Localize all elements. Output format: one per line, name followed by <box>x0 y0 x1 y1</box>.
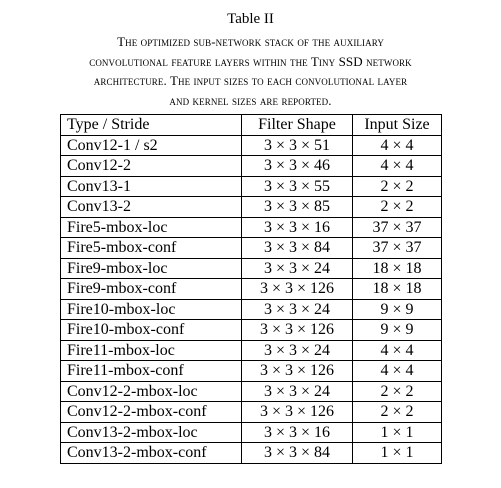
cell-input-size: 2 × 2 <box>353 402 442 423</box>
cell-input-size: 37 × 37 <box>353 238 442 259</box>
table-body: Conv12-1 / s2 3 × 3 × 51 4 × 4 Conv12-2 3 × … <box>61 135 442 463</box>
cell-type-stride: Fire11-mbox-conf <box>61 361 242 382</box>
cell-filter-shape: 3 × 3 × 24 <box>242 299 353 320</box>
cell-filter-shape: 3 × 3 × 55 <box>242 176 353 197</box>
cell-type-stride: Fire10-mbox-loc <box>61 299 242 320</box>
cell-input-size: 2 × 2 <box>353 197 442 218</box>
cell-input-size: 1 × 1 <box>353 443 442 464</box>
cell-input-size: 4 × 4 <box>353 361 442 382</box>
cell-filter-shape: 3 × 3 × 24 <box>242 258 353 279</box>
cell-type-stride: Fire5-mbox-loc <box>61 217 242 238</box>
table-caption: The optimized sub-network stack of the a… <box>8 32 493 110</box>
cell-input-size: 4 × 4 <box>353 156 442 177</box>
table-row: Conv13-1 3 × 3 × 55 2 × 2 <box>61 176 442 197</box>
cell-type-stride: Fire10-mbox-conf <box>61 320 242 341</box>
header-row: Type / Stride Filter Shape Input Size <box>61 115 442 136</box>
header-input-size: Input Size <box>353 115 442 136</box>
header-type-stride: Type / Stride <box>61 115 242 136</box>
cell-filter-shape: 3 × 3 × 126 <box>242 402 353 423</box>
cell-type-stride: Conv12-2-mbox-loc <box>61 381 242 402</box>
cell-filter-shape: 3 × 3 × 85 <box>242 197 353 218</box>
table-row: Fire9-mbox-conf 3 × 3 × 126 18 × 18 <box>61 279 442 300</box>
cell-filter-shape: 3 × 3 × 84 <box>242 238 353 259</box>
table-row: Fire9-mbox-loc 3 × 3 × 24 18 × 18 <box>61 258 442 279</box>
cell-filter-shape: 3 × 3 × 24 <box>242 340 353 361</box>
cell-type-stride: Conv12-2 <box>61 156 242 177</box>
cell-type-stride: Fire5-mbox-conf <box>61 238 242 259</box>
cell-input-size: 9 × 9 <box>353 299 442 320</box>
cell-input-size: 2 × 2 <box>353 381 442 402</box>
cell-input-size: 18 × 18 <box>353 279 442 300</box>
table-row: Conv13-2-mbox-loc 3 × 3 × 16 1 × 1 <box>61 422 442 443</box>
cell-type-stride: Fire11-mbox-loc <box>61 340 242 361</box>
cell-filter-shape: 3 × 3 × 16 <box>242 422 353 443</box>
cell-type-stride: Conv12-1 / s2 <box>61 135 242 156</box>
header-filter-shape: Filter Shape <box>242 115 353 136</box>
table-row: Conv12-2-mbox-loc 3 × 3 × 24 2 × 2 <box>61 381 442 402</box>
cell-input-size: 1 × 1 <box>353 422 442 443</box>
table-row: Conv12-2-mbox-conf 3 × 3 × 126 2 × 2 <box>61 402 442 423</box>
table-row: Conv12-1 / s2 3 × 3 × 51 4 × 4 <box>61 135 442 156</box>
caption-line-4: and kernel sizes are reported. <box>8 91 493 111</box>
cell-input-size: 37 × 37 <box>353 217 442 238</box>
caption-line-3: architecture. The input sizes to each co… <box>8 71 493 91</box>
cell-type-stride: Conv12-2-mbox-conf <box>61 402 242 423</box>
caption-line-2: convolutional feature layers within the … <box>8 52 493 72</box>
cell-filter-shape: 3 × 3 × 46 <box>242 156 353 177</box>
table-title: Table II <box>0 10 501 28</box>
table-row: Fire5-mbox-conf 3 × 3 × 84 37 × 37 <box>61 238 442 259</box>
table-header: Type / Stride Filter Shape Input Size <box>61 115 442 136</box>
cell-filter-shape: 3 × 3 × 126 <box>242 279 353 300</box>
cell-type-stride: Conv13-2 <box>61 197 242 218</box>
cell-type-stride: Fire9-mbox-conf <box>61 279 242 300</box>
cell-input-size: 9 × 9 <box>353 320 442 341</box>
table-row: Conv12-2 3 × 3 × 46 4 × 4 <box>61 156 442 177</box>
cell-type-stride: Conv13-2-mbox-loc <box>61 422 242 443</box>
cell-filter-shape: 3 × 3 × 126 <box>242 320 353 341</box>
cell-type-stride: Conv13-2-mbox-conf <box>61 443 242 464</box>
caption-line-1: The optimized sub-network stack of the a… <box>8 32 493 52</box>
cell-input-size: 18 × 18 <box>353 258 442 279</box>
cell-filter-shape: 3 × 3 × 24 <box>242 381 353 402</box>
cell-input-size: 4 × 4 <box>353 340 442 361</box>
cell-input-size: 2 × 2 <box>353 176 442 197</box>
cell-input-size: 4 × 4 <box>353 135 442 156</box>
table-row: Fire10-mbox-conf 3 × 3 × 126 9 × 9 <box>61 320 442 341</box>
table-row: Fire11-mbox-conf 3 × 3 × 126 4 × 4 <box>61 361 442 382</box>
cell-filter-shape: 3 × 3 × 51 <box>242 135 353 156</box>
cell-filter-shape: 3 × 3 × 84 <box>242 443 353 464</box>
cell-filter-shape: 3 × 3 × 16 <box>242 217 353 238</box>
table-row: Fire5-mbox-loc 3 × 3 × 16 37 × 37 <box>61 217 442 238</box>
layer-table: Type / Stride Filter Shape Input Size Co… <box>60 114 442 464</box>
table-row: Fire10-mbox-loc 3 × 3 × 24 9 × 9 <box>61 299 442 320</box>
cell-filter-shape: 3 × 3 × 126 <box>242 361 353 382</box>
cell-type-stride: Conv13-1 <box>61 176 242 197</box>
table-row: Fire11-mbox-loc 3 × 3 × 24 4 × 4 <box>61 340 442 361</box>
cell-type-stride: Fire9-mbox-loc <box>61 258 242 279</box>
table-row: Conv13-2-mbox-conf 3 × 3 × 84 1 × 1 <box>61 443 442 464</box>
table-row: Conv13-2 3 × 3 × 85 2 × 2 <box>61 197 442 218</box>
